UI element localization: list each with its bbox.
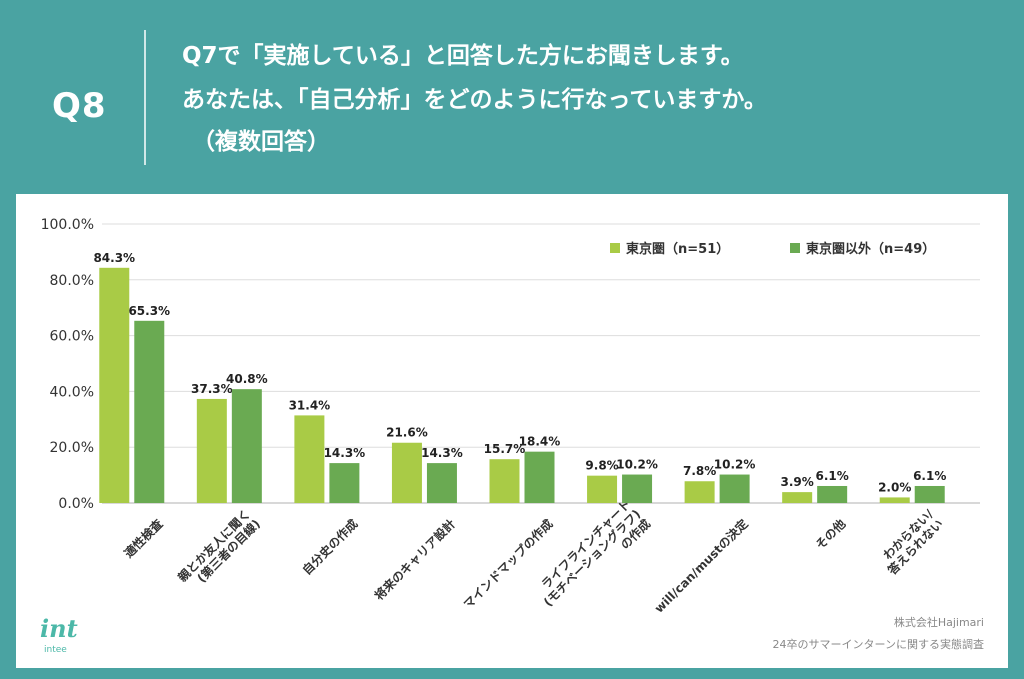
- data-label: 9.8%: [585, 459, 618, 473]
- bar-tokyo: [684, 481, 715, 503]
- intee-logo: int: [40, 614, 78, 643]
- y-tick-label: 60.0%: [50, 329, 94, 345]
- category-label-line: will/can/mustの決定: [651, 516, 751, 616]
- bar-tokyo: [782, 492, 813, 503]
- y-tick-label: 20.0%: [50, 440, 94, 456]
- bar-tokyo: [196, 398, 227, 503]
- bar-outside-tokyo: [134, 320, 165, 503]
- bar-outside-tokyo: [817, 485, 848, 503]
- bar-tokyo: [294, 415, 325, 503]
- category-label-line: マインドマップの作成: [460, 516, 555, 611]
- bar-outside-tokyo: [914, 485, 945, 503]
- data-label: 40.8%: [226, 372, 268, 386]
- legend-swatch: [610, 243, 620, 253]
- category-label: その他: [812, 516, 848, 552]
- category-label: ライフラインチャート(モチベーショングラフ)の作成: [539, 497, 653, 609]
- category-label-line: その他: [812, 516, 848, 552]
- header-divider: [144, 30, 146, 165]
- header: Q8 Q7で「実施している」と回答した方にお聞きします。 あなたは、「自己分析」…: [0, 0, 1024, 190]
- company-credit: 株式会社Hajimari: [893, 616, 984, 629]
- data-label: 37.3%: [191, 382, 233, 396]
- chart-card: [16, 194, 1008, 668]
- y-tick-label: 100.0%: [41, 217, 94, 233]
- survey-credit: 24卒のサマーインターンに関する実態調査: [772, 638, 984, 651]
- question-line-1: Q7で「実施している」と回答した方にお聞きします。: [182, 43, 744, 69]
- category-label: 親とか友人に聞く(第三者の目線): [175, 506, 263, 585]
- data-label: 2.0%: [878, 480, 911, 494]
- category-label-line: 将来のキャリア設計: [371, 516, 458, 603]
- data-label: 18.4%: [519, 435, 561, 449]
- bar-outside-tokyo: [719, 474, 750, 503]
- bar-tokyo: [587, 475, 618, 503]
- data-label: 31.4%: [289, 398, 331, 412]
- bar-outside-tokyo: [329, 463, 360, 503]
- bar-tokyo: [391, 442, 422, 503]
- bar-outside-tokyo: [426, 463, 457, 503]
- legend-swatch: [790, 243, 800, 253]
- category-label-line: 適性検査: [121, 515, 166, 560]
- question-number: Q8: [52, 86, 107, 126]
- question-line-2: あなたは、「自己分析」をどのように行なっていますか。: [182, 87, 767, 113]
- data-label: 7.8%: [683, 464, 716, 478]
- y-tick-label: 0.0%: [58, 496, 94, 512]
- bar-tokyo: [879, 497, 910, 503]
- data-label: 84.3%: [93, 251, 135, 265]
- category-label: わからない/答えられない: [881, 506, 946, 577]
- data-label: 14.3%: [421, 446, 463, 460]
- category-label: 将来のキャリア設計: [371, 516, 458, 603]
- brand-name: intee: [44, 645, 67, 655]
- data-label: 15.7%: [484, 442, 526, 456]
- data-label: 65.3%: [128, 304, 170, 318]
- category-label: 適性検査: [121, 515, 166, 560]
- data-label: 6.1%: [816, 469, 849, 483]
- data-label: 10.2%: [714, 458, 756, 472]
- category-label-line: (モチベーショングラフ): [540, 506, 643, 609]
- legend-label: 東京圏（n=51）: [626, 241, 729, 257]
- category-label-line: 自分史の作成: [299, 516, 361, 578]
- category-label: will/can/mustの決定: [651, 516, 751, 616]
- data-label: 6.1%: [913, 469, 946, 483]
- y-tick-label: 80.0%: [50, 273, 94, 289]
- category-label: 自分史の作成: [299, 516, 361, 578]
- data-label: 21.6%: [386, 426, 428, 440]
- y-tick-label: 40.0%: [50, 384, 94, 400]
- question-line-3: （複数回答）: [192, 129, 330, 155]
- data-label: 14.3%: [324, 446, 366, 460]
- bar-outside-tokyo: [622, 474, 653, 503]
- data-label: 3.9%: [781, 475, 814, 489]
- bar-tokyo: [489, 459, 520, 503]
- legend-label: 東京圏以外（n=49）: [806, 241, 935, 257]
- data-label: 10.2%: [616, 458, 658, 472]
- bar-outside-tokyo: [231, 389, 262, 503]
- bar-tokyo: [99, 267, 130, 503]
- category-label: マインドマップの作成: [460, 516, 555, 611]
- bar-outside-tokyo: [524, 451, 555, 503]
